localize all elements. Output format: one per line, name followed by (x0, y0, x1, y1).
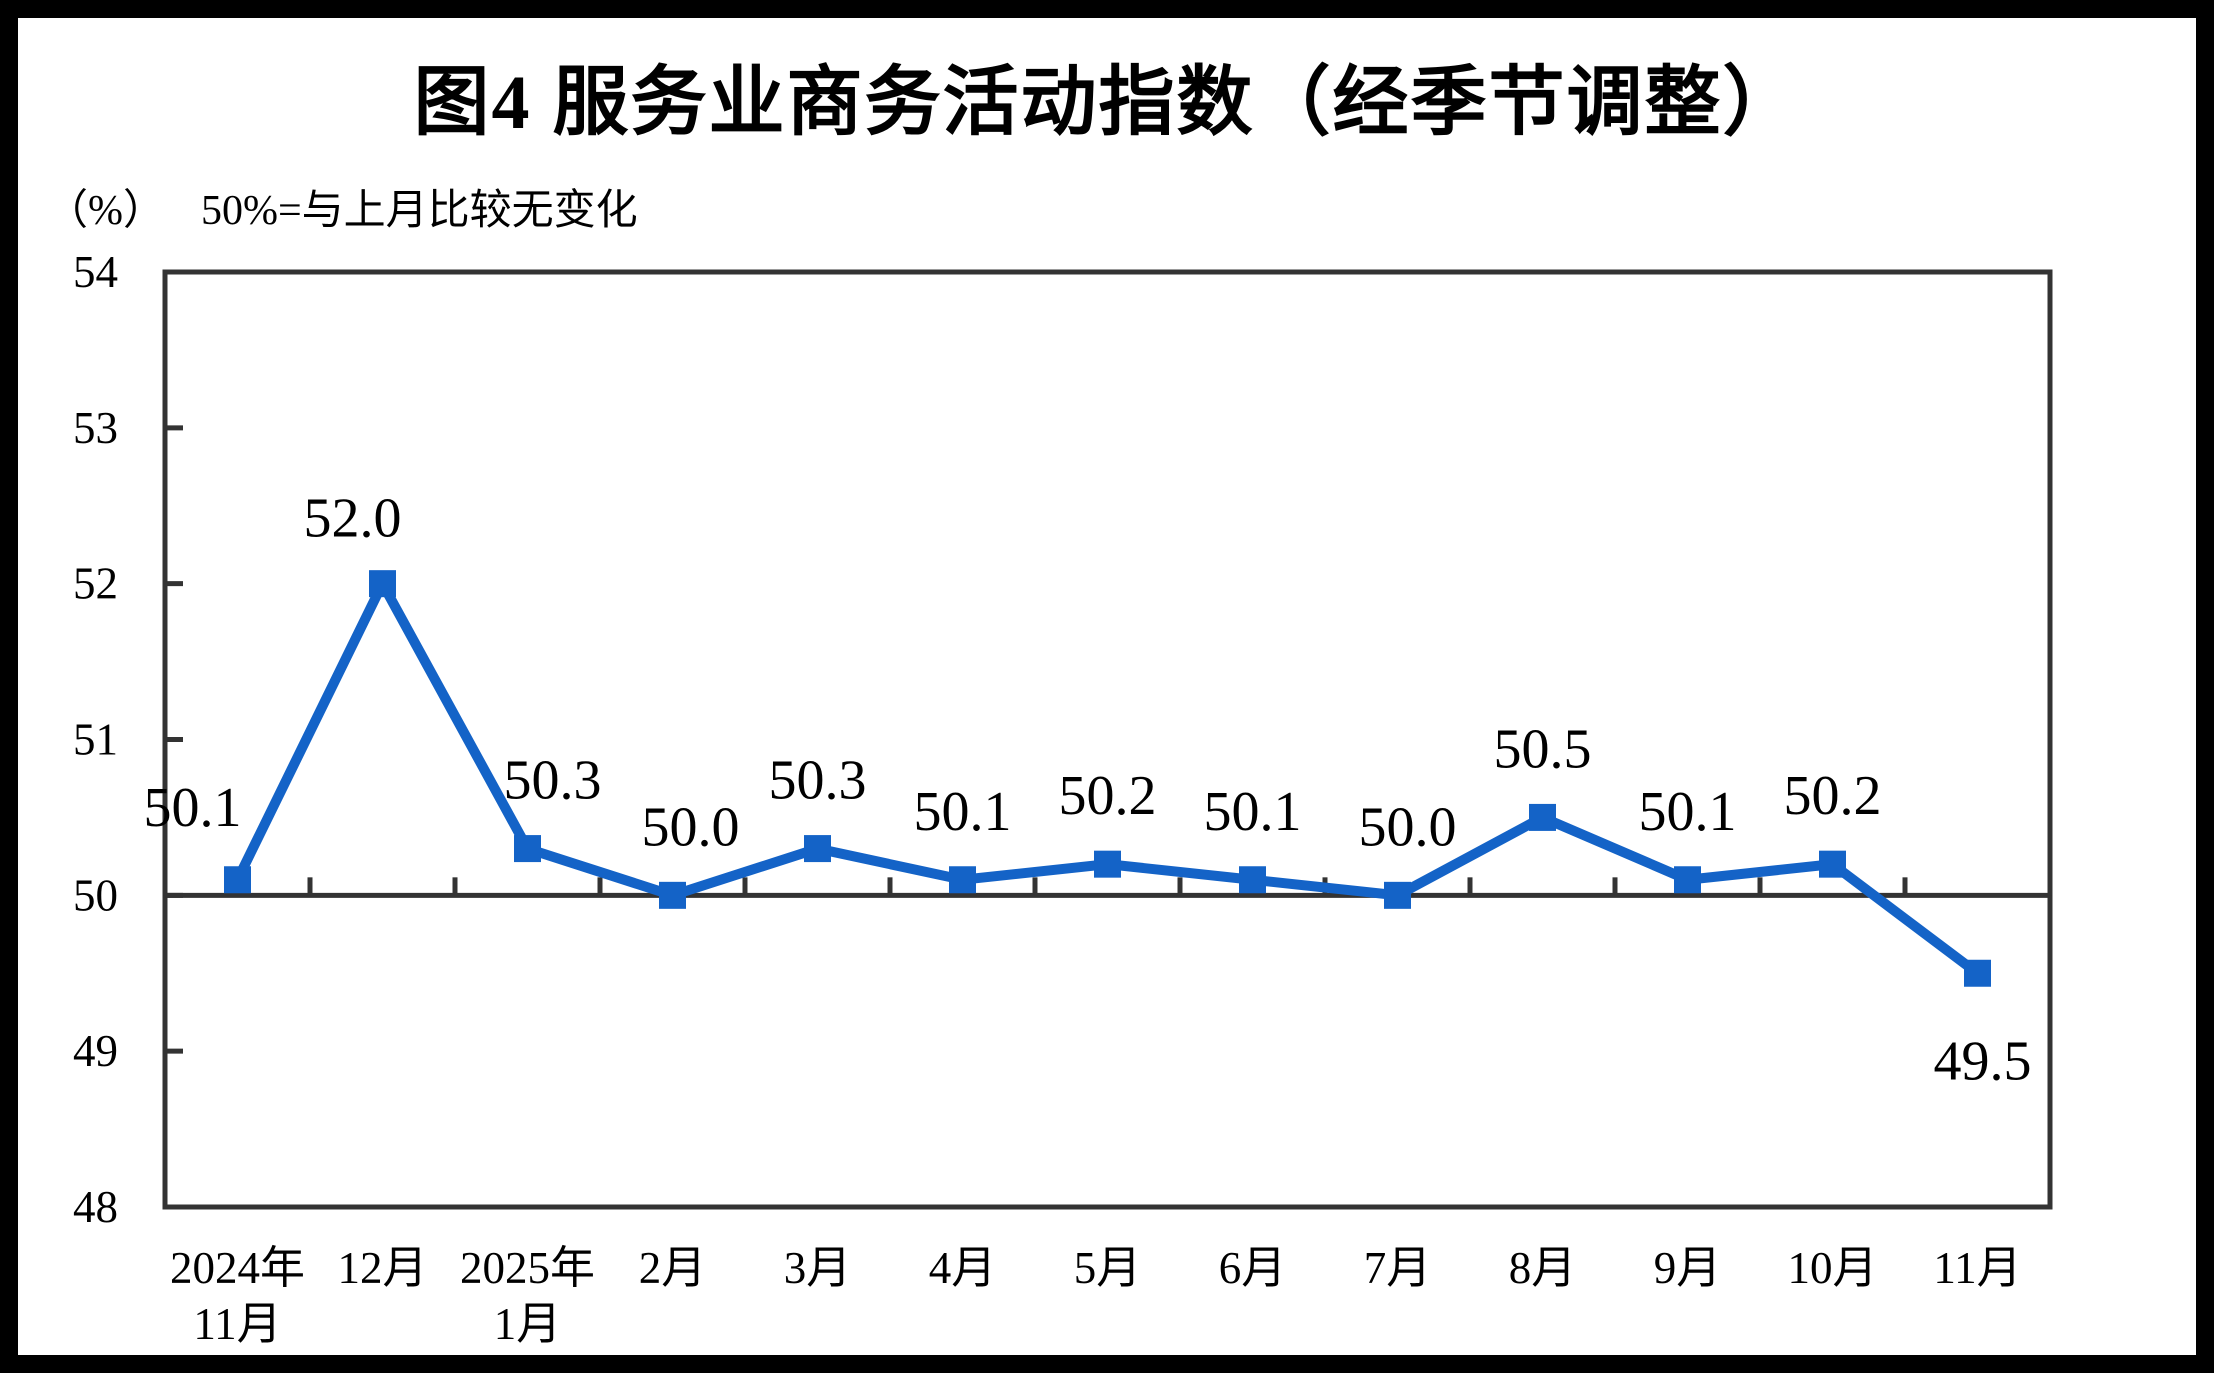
y-axis-tick-label: 50 (73, 870, 118, 920)
data-point-marker (1964, 959, 1991, 987)
x-category-label: 10月 (1787, 1243, 1877, 1293)
data-point-marker (369, 570, 396, 598)
x-category-label: 12月 (337, 1243, 427, 1293)
x-category-label: 6月 (1219, 1243, 1287, 1293)
x-category-label: 4月 (929, 1243, 997, 1293)
data-point-label: 50.0 (1359, 796, 1457, 858)
x-category-label: 11月 (1933, 1243, 2021, 1293)
chart-subtitle-row: （%） 50%=与上月比较无变化 (46, 176, 638, 237)
x-category-label: 11月 (193, 1299, 281, 1349)
data-point-marker (1239, 866, 1266, 894)
data-point-label: 50.5 (1494, 718, 1592, 780)
data-point-marker (224, 866, 251, 894)
plot-frame (162, 269, 2053, 1210)
data-point-label: 52.0 (304, 488, 402, 550)
x-category-label: 3月 (784, 1243, 852, 1293)
y-axis-unit-label: （%） (46, 188, 165, 234)
data-point-marker (1384, 881, 1411, 909)
data-point-label: 50.2 (1784, 765, 1882, 827)
y-axis-tick-label: 52 (73, 559, 118, 609)
x-category-label: 7月 (1364, 1243, 1432, 1293)
x-category-label: 9月 (1654, 1243, 1722, 1293)
data-point-marker (1094, 850, 1121, 878)
y-axis-tick-label: 49 (73, 1026, 118, 1076)
x-category-label: 2025年 (460, 1243, 595, 1293)
y-axis-tick-label: 53 (73, 403, 118, 453)
data-point-label: 50.3 (504, 750, 602, 812)
x-category-label: 2月 (639, 1243, 707, 1293)
data-point-marker (1674, 866, 1701, 894)
data-point-label: 50.1 (1204, 781, 1302, 843)
chart-title: 图4 服务业商务活动指数（经季节调整） (413, 61, 1801, 145)
chart-subtitle: 50%=与上月比较无变化 (201, 188, 638, 234)
data-point-label: 49.5 (1934, 1030, 2032, 1092)
x-category-label: 8月 (1509, 1243, 1577, 1293)
data-point-label: 50.3 (769, 750, 867, 812)
data-point-marker (659, 881, 686, 909)
x-category-label: 1月 (494, 1299, 562, 1349)
y-axis-tick-label: 48 (73, 1182, 118, 1232)
data-point-marker (514, 835, 541, 863)
data-point-marker (1819, 850, 1846, 878)
y-axis-tick-label: 51 (73, 715, 118, 765)
data-point-label: 50.1 (1639, 781, 1737, 843)
data-point-label: 50.1 (914, 781, 1012, 843)
data-point-label: 50.0 (642, 796, 740, 858)
data-point-label: 50.2 (1059, 765, 1157, 827)
x-category-label: 5月 (1074, 1243, 1142, 1293)
x-category-label: 2024年 (170, 1243, 305, 1293)
data-point-marker (949, 866, 976, 894)
data-point-label: 50.1 (144, 777, 242, 839)
y-axis-tick-label: 54 (73, 247, 118, 297)
data-point-marker (804, 835, 831, 863)
data-point-marker (1529, 803, 1556, 831)
